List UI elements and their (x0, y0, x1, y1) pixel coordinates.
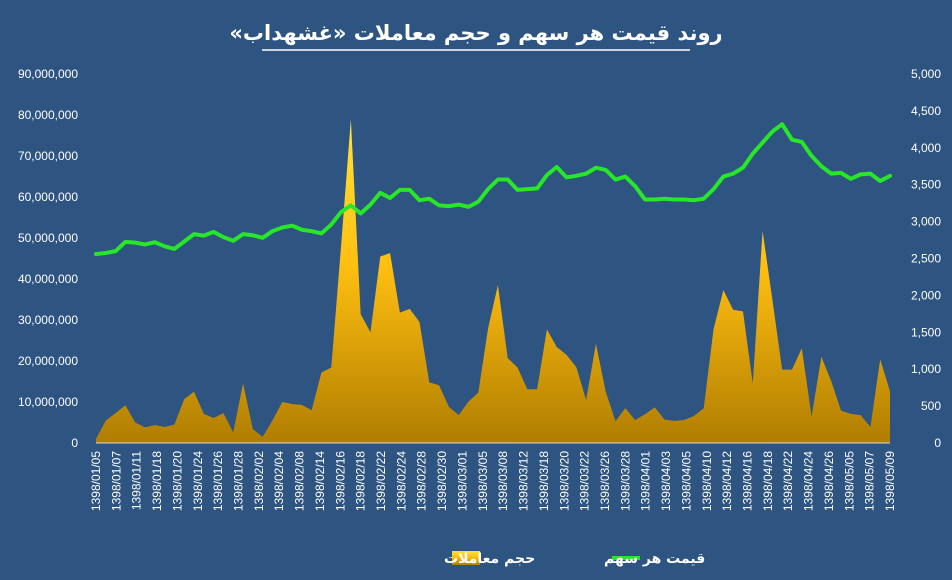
y-left-tick-label: 80,000,000 (18, 108, 78, 122)
y-right-tick-label: 2,500 (911, 252, 941, 266)
x-tick-label: 1398/02/02 (252, 451, 266, 511)
price-line-series (94, 122, 892, 257)
x-tick-label: 1398/02/30 (435, 451, 449, 511)
x-tick-label: 1398/03/20 (557, 451, 571, 511)
y-right-tick-label: 2,000 (911, 288, 941, 302)
y-right-tick-label: 0 (934, 436, 941, 450)
x-tick-label: 1398/03/08 (496, 451, 510, 511)
x-tick-label: 1398/01/24 (191, 451, 205, 511)
x-tick-label: 1398/01/05 (89, 451, 103, 511)
y-left-tick-label: 90,000,000 (18, 67, 78, 81)
x-tick-label: 1398/04/24 (802, 451, 816, 511)
x-tick-label: 1398/04/22 (781, 451, 795, 511)
x-tick-label: 1398/01/07 (109, 451, 123, 511)
x-tick-label: 1398/03/28 (618, 451, 632, 511)
legend-swatch-volume (452, 551, 480, 565)
y-axis-left-ticks: 0 10,000,000 20,000,000 30,000,000 40,000,00… (18, 67, 78, 450)
y-left-tick-label: 20,000,000 (18, 354, 78, 368)
y-axis-right-ticks: 0 500 1,000 1,500 2,000 2,500 3,000 3,500 4,000 4… (911, 67, 941, 450)
x-tick-label: 1398/01/28 (232, 451, 246, 511)
x-tick-label: 1398/03/01 (456, 451, 470, 511)
y-right-tick-label: 3,000 (911, 215, 941, 229)
x-tick-label: 1398/02/08 (293, 451, 307, 511)
x-tick-label: 1398/02/22 (374, 451, 388, 511)
y-right-tick-label: 1,500 (911, 325, 941, 339)
x-tick-label: 1398/04/03 (659, 451, 673, 511)
x-tick-label: 1398/03/18 (537, 451, 551, 511)
y-left-tick-label: 50,000,000 (18, 231, 78, 245)
x-tick-label: 1398/02/24 (394, 451, 408, 511)
volume-area-series (96, 119, 890, 443)
chart-title: روند قیمت هر سهم و حجم معاملات «غشهداب» (229, 21, 722, 45)
x-tick-label: 1398/02/28 (415, 451, 429, 511)
x-tick-label: 1398/02/14 (313, 451, 327, 511)
y-left-tick-label: 70,000,000 (18, 149, 78, 163)
y-left-tick-label: 0 (71, 436, 78, 450)
x-tick-label: 1398/04/16 (741, 451, 755, 511)
x-tick-label: 1398/01/18 (150, 451, 164, 511)
x-tick-label: 1398/02/16 (333, 451, 347, 511)
x-tick-label: 1398/01/11 (130, 451, 144, 510)
x-tick-label: 1398/03/26 (598, 451, 612, 511)
x-tick-label: 1398/04/26 (822, 451, 836, 511)
legend-label-price: قیمت هر سهم (604, 551, 705, 567)
x-tick-label: 1398/02/18 (354, 451, 368, 511)
x-tick-label: 1398/02/04 (272, 451, 286, 511)
y-right-tick-label: 5,000 (911, 67, 941, 81)
x-tick-label: 1398/04/10 (700, 451, 714, 511)
y-left-tick-label: 10,000,000 (18, 395, 78, 409)
x-tick-label: 1398/04/18 (761, 451, 775, 511)
legend: حجم معاملات قیمت هر سهم (444, 551, 705, 567)
x-axis-ticks: 1398/01/05 1398/01/07 1398/01/11 1398/01/18… (89, 451, 897, 511)
x-tick-label: 1398/01/20 (170, 451, 184, 511)
y-right-tick-label: 500 (921, 399, 941, 413)
x-tick-label: 1398/05/07 (863, 451, 877, 511)
x-tick-label: 1398/05/05 (842, 451, 856, 511)
x-tick-label: 1398/04/05 (679, 451, 693, 511)
x-tick-label: 1398/04/12 (720, 451, 734, 511)
y-right-tick-label: 4,000 (911, 141, 941, 155)
y-left-tick-label: 60,000,000 (18, 190, 78, 204)
y-left-tick-label: 30,000,000 (18, 313, 78, 327)
x-tick-label: 1398/03/05 (476, 451, 490, 511)
legend-label-volume: حجم معاملات (444, 551, 535, 567)
y-right-tick-label: 1,000 (911, 362, 941, 376)
x-tick-label: 1398/03/22 (578, 451, 592, 511)
x-tick-label: 1398/01/26 (211, 451, 225, 511)
y-right-tick-label: 3,500 (911, 178, 941, 192)
x-tick-label: 1398/04/01 (639, 451, 653, 511)
x-tick-label: 1398/05/09 (883, 451, 897, 511)
y-right-tick-label: 4,500 (911, 104, 941, 118)
y-left-tick-label: 40,000,000 (18, 272, 78, 286)
x-tick-label: 1398/03/12 (517, 451, 531, 511)
